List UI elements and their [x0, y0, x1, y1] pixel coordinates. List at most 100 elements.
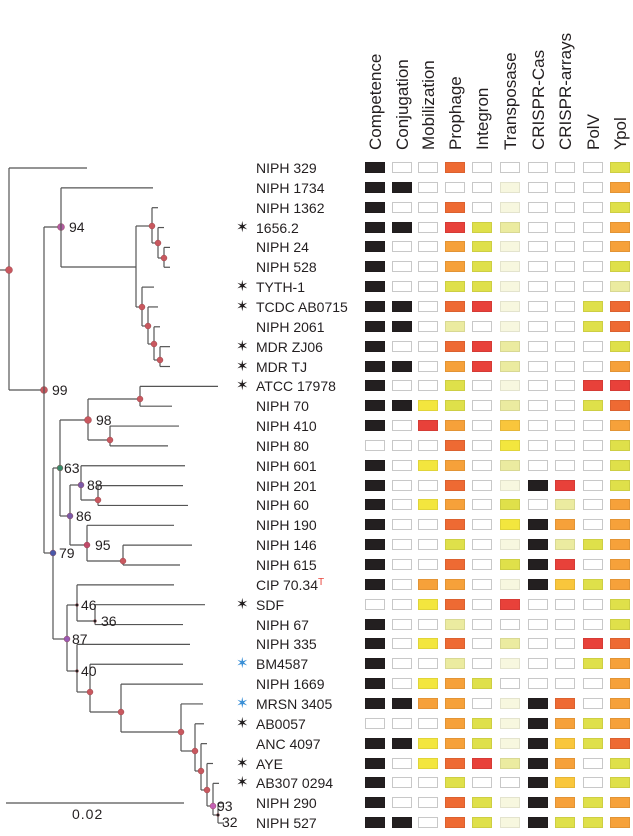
heatmap-cell: [445, 578, 465, 590]
heatmap-cell: [610, 797, 630, 809]
heatmap-cell: [500, 320, 520, 332]
heatmap-cell: [610, 201, 630, 213]
tree-node: [86, 688, 94, 696]
heatmap-cell: [445, 162, 465, 173]
heatmap-cell: [583, 499, 603, 511]
heatmap-cell: [445, 300, 465, 312]
heatmap-cell: [365, 360, 385, 372]
heatmap-cell: [392, 777, 412, 789]
heatmap-cell: [528, 817, 548, 829]
heatmap-cell: [365, 737, 385, 749]
heatmap-cell: [418, 598, 438, 610]
heatmap-cell: [392, 360, 412, 372]
heatmap-cell: [555, 559, 575, 570]
heatmap-cell: [500, 340, 520, 352]
heatmap-cell: [610, 281, 630, 293]
heatmap-cell: [500, 539, 520, 551]
column-header-polv: PolV: [584, 114, 603, 150]
heatmap-cell: [445, 479, 465, 491]
tree-node: [150, 340, 158, 348]
heatmap-cell: [445, 459, 465, 471]
heatmap-cell: [365, 817, 385, 829]
heatmap-cell: [583, 817, 603, 829]
heatmap-cell: [392, 420, 412, 432]
column-header-crispr-arrays: CRISPR-arrays: [556, 32, 575, 150]
heatmap-cell: [610, 737, 630, 749]
heatmap-cell: [555, 737, 575, 749]
heatmap-cell: [583, 519, 603, 531]
heatmap-cell: [583, 360, 603, 372]
heatmap-cell: [583, 638, 603, 650]
heatmap-cell: [392, 439, 412, 451]
strain-label: AB307 0294: [256, 775, 334, 792]
heatmap-cell: [528, 400, 548, 412]
heatmap-cell: [365, 181, 385, 193]
heatmap-cell: [583, 697, 603, 709]
heatmap-cell: [418, 817, 438, 829]
heatmap-cell: [610, 757, 630, 769]
support-value: 87: [72, 631, 88, 647]
heatmap-cell: [528, 340, 548, 352]
heatmap-cell: [445, 559, 465, 570]
heatmap-cell: [555, 618, 575, 630]
heatmap-cell: [472, 340, 492, 352]
heatmap-cell: [610, 380, 630, 392]
heatmap-cell: [365, 598, 385, 610]
heatmap-cell: [392, 459, 412, 471]
strain-label: NIPH 70: [256, 398, 309, 415]
heatmap-cell: [445, 181, 465, 193]
strain-label: ANC 4097: [256, 735, 321, 752]
heatmap-cell: [528, 618, 548, 630]
heatmap-cell: [528, 201, 548, 213]
strain-label: NIPH 528: [256, 259, 317, 276]
heatmap-cell: [418, 340, 438, 352]
heatmap-cell: [445, 757, 465, 769]
heatmap-cell: [365, 499, 385, 511]
heatmap-cell: [555, 479, 575, 491]
heatmap-cell: [472, 717, 492, 729]
heatmap-cell: [555, 797, 575, 809]
heatmap-cell: [365, 519, 385, 531]
heatmap-cell: [528, 181, 548, 193]
heatmap-cell: [418, 300, 438, 312]
heatmap-cell: [583, 479, 603, 491]
strain-label: ATCC 17978: [256, 378, 336, 395]
column-header-crispr-cas: CRISPR-Cas: [529, 49, 548, 150]
strain-label: AB0057: [256, 715, 306, 732]
heatmap-cell: [583, 320, 603, 332]
heatmap-cell: [555, 817, 575, 829]
tree-node: [106, 436, 114, 444]
heatmap-cell: [583, 559, 603, 570]
heatmap-cell: [528, 459, 548, 471]
heatmap-cell: [610, 717, 630, 729]
heatmap-cell: [555, 598, 575, 610]
strain-label: AYE: [256, 755, 283, 772]
tree-node: [117, 708, 125, 716]
heatmap-cell: [365, 380, 385, 392]
heatmap-cell: [418, 578, 438, 590]
heatmap-cell: [418, 658, 438, 670]
strain-label: NIPH 410: [256, 418, 317, 435]
heatmap-cell: [555, 360, 575, 372]
strain-label: NIPH 335: [256, 636, 317, 653]
star-icon: ✶: [236, 218, 249, 236]
heatmap-cell: [610, 221, 630, 233]
heatmap-cell: [555, 201, 575, 213]
strain-label: 1656.2: [256, 219, 299, 236]
strain-label: MRSN 3405: [256, 695, 333, 712]
heatmap-cell: [445, 678, 465, 690]
support-value: 98: [96, 412, 112, 428]
heatmap-cell: [528, 697, 548, 709]
heatmap-cell: [555, 757, 575, 769]
heatmap-cell: [583, 281, 603, 293]
heatmap-cell: [392, 380, 412, 392]
heatmap-cell: [528, 717, 548, 729]
heatmap-cell: [500, 817, 520, 829]
heatmap-cell: [392, 261, 412, 273]
heatmap-cell: [555, 658, 575, 670]
heatmap-cell: [555, 519, 575, 531]
heatmap-cell: [418, 380, 438, 392]
strain-label: NIPH 290: [256, 795, 317, 812]
heatmap-cell: [500, 360, 520, 372]
